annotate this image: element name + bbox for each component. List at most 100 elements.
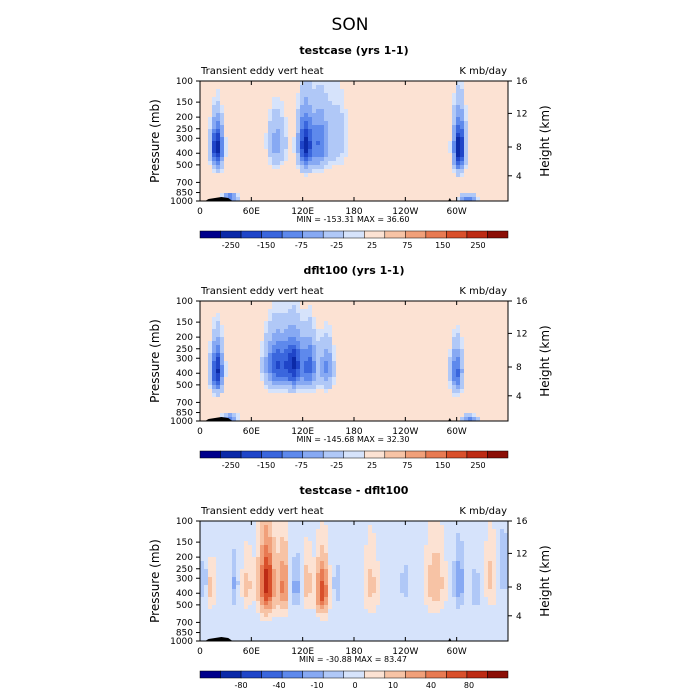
contour-cell: [340, 593, 344, 597]
contour-cell: [200, 597, 204, 601]
contour-cell: [312, 369, 316, 373]
contour-cell: [236, 413, 240, 417]
contour-cell: [324, 377, 328, 381]
contour-cell: [276, 529, 280, 533]
contour-cell: [332, 597, 336, 601]
contour-cell: [316, 105, 320, 109]
contour-cell: [436, 589, 440, 593]
contour-cell: [280, 553, 284, 557]
contour-cell: [452, 373, 456, 377]
contour-cell: [488, 593, 492, 597]
contour-cell: [220, 117, 224, 121]
contour-cell: [484, 553, 488, 557]
contour-cell: [324, 365, 328, 369]
contour-cell: [336, 601, 340, 605]
contour-cell: [320, 381, 324, 385]
contour-cell: [468, 573, 472, 577]
contour-cell: [328, 601, 332, 605]
contour-cell: [296, 561, 300, 565]
contour-cell: [484, 573, 488, 577]
contour-cell: [500, 521, 504, 525]
contour-cell: [236, 593, 240, 597]
contour-cell: [308, 585, 312, 589]
contour-cell: [316, 561, 320, 565]
contour-cell: [444, 593, 448, 597]
contour-cell: [500, 545, 504, 549]
contour-cell: [304, 321, 308, 325]
contour-cell: [216, 141, 220, 145]
contour-cell: [296, 349, 300, 353]
contour-cell: [452, 393, 456, 397]
contour-cell: [316, 357, 320, 361]
contour-cell: [460, 173, 464, 177]
contour-cell: [408, 553, 412, 557]
contour-cell: [452, 381, 456, 385]
contour-cell: [272, 533, 276, 537]
contour-cell: [276, 353, 280, 357]
contour-cell: [428, 561, 432, 565]
contour-cell: [272, 605, 276, 609]
contour-cell: [272, 549, 276, 553]
contour-cell: [228, 577, 232, 581]
contour-cell: [284, 309, 288, 313]
contour-cell: [228, 561, 232, 565]
contour-cell: [284, 553, 288, 557]
contour-cell: [288, 377, 292, 381]
contour-cell: [324, 345, 328, 349]
contour-cell: [308, 113, 312, 117]
contour-cell: [224, 361, 228, 365]
contour-cell: [336, 81, 340, 85]
contour-cell: [216, 93, 220, 97]
contour-cell: [456, 97, 460, 101]
contour-cell: [332, 81, 336, 85]
contour-cell: [460, 521, 464, 525]
contour-cell: [304, 349, 308, 353]
contour-cell: [280, 141, 284, 145]
contour-cell: [332, 101, 336, 105]
contour-cell: [432, 597, 436, 601]
colorbar-swatch: [405, 230, 427, 239]
contour-cell: [296, 537, 300, 541]
contour-cell: [408, 537, 412, 541]
contour-cell: [208, 369, 212, 373]
contour-cell: [312, 605, 316, 609]
contour-cell: [212, 169, 216, 173]
contour-cell: [428, 557, 432, 561]
contour-cell: [456, 333, 460, 337]
contour-cell: [452, 341, 456, 345]
contour-cell: [280, 329, 284, 333]
contour-cell: [280, 525, 284, 529]
y2-tick-label: 12: [516, 549, 527, 559]
contour-cell: [448, 353, 452, 357]
contour-cell: [248, 589, 252, 593]
contour-cell: [324, 93, 328, 97]
contour-cell: [260, 341, 264, 345]
contour-cell: [312, 161, 316, 165]
contour-cell: [268, 605, 272, 609]
contour-cell: [304, 593, 308, 597]
contour-cell: [404, 541, 408, 545]
contour-cell: [472, 413, 476, 417]
contour-cell: [232, 593, 236, 597]
contour-cell: [340, 561, 344, 565]
contour-cell: [300, 361, 304, 365]
contour-cell: [276, 333, 280, 337]
contour-cell: [204, 569, 208, 573]
contour-cell: [260, 525, 264, 529]
contour-cell: [300, 81, 304, 85]
contour-cell: [212, 97, 216, 101]
contour-cell: [272, 585, 276, 589]
contour-cell: [460, 161, 464, 165]
contour-cell: [252, 569, 256, 573]
contour-cell: [408, 525, 412, 529]
contour-cell: [296, 569, 300, 573]
contour-cell: [432, 601, 436, 605]
contour-cell: [316, 89, 320, 93]
contour-cell: [256, 573, 260, 577]
contour-cell: [400, 569, 404, 573]
contour-cell: [424, 581, 428, 585]
contour-cell: [324, 97, 328, 101]
contour-cell: [396, 597, 400, 601]
contour-cell: [460, 121, 464, 125]
contour-cell: [472, 417, 476, 421]
